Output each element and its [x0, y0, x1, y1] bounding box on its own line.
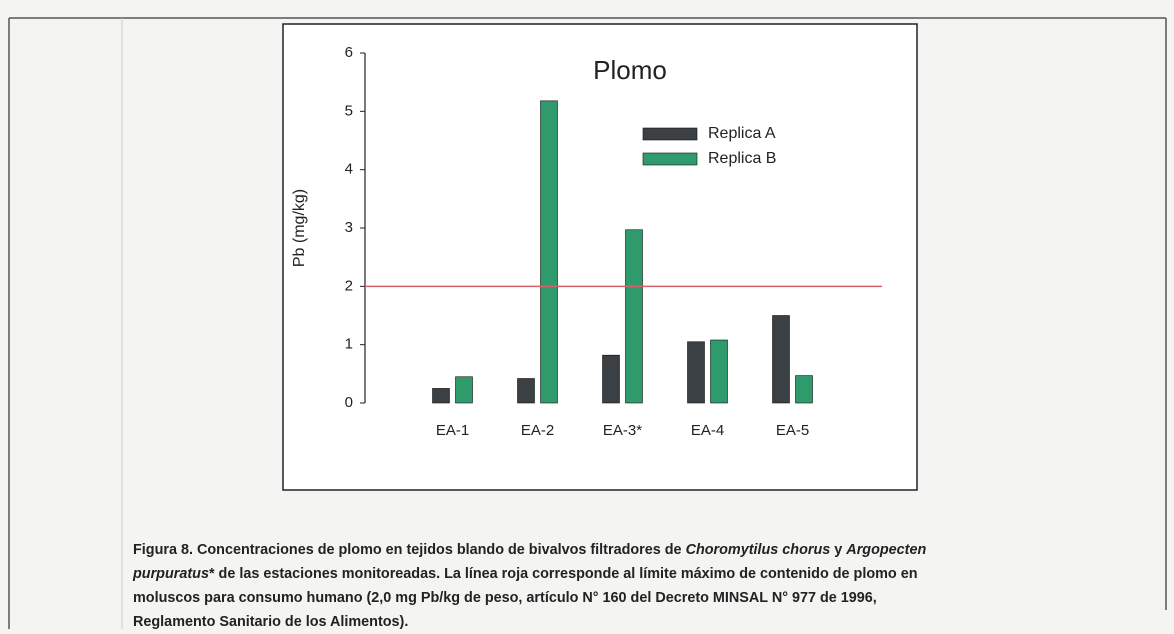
- x-tick-label: EA-1: [436, 422, 469, 439]
- legend-swatch: [642, 152, 698, 166]
- bar: [772, 315, 790, 404]
- y-tick-label: 2: [345, 277, 353, 294]
- bar: [687, 341, 705, 404]
- legend-label: Replica A: [708, 125, 776, 142]
- y-tick-label: 3: [345, 219, 353, 236]
- y-tick-label: 4: [345, 161, 353, 178]
- caption-run: Figura 8. Concentraciones de plomo en te…: [133, 542, 686, 558]
- x-tick-label: EA-3*: [603, 422, 642, 439]
- bar: [517, 378, 535, 404]
- caption: Figura 8. Concentraciones de plomo en te…: [133, 538, 933, 634]
- chart-title: Plomo: [593, 55, 667, 85]
- y-tick-label: 1: [345, 336, 353, 353]
- x-tick-label: EA-4: [691, 422, 724, 439]
- bar: [455, 376, 473, 404]
- y-tick-label: 6: [345, 44, 353, 61]
- y-tick-label: 5: [345, 102, 353, 119]
- caption-run: y: [830, 542, 847, 558]
- bar: [710, 339, 728, 404]
- bar: [625, 229, 643, 404]
- caption-run: Argopecten purpuratus: [133, 542, 927, 582]
- legend-label: Replica B: [708, 150, 776, 167]
- caption-run: Choromytilus chorus: [685, 542, 831, 558]
- caption-run: * de las estaciones monitoreadas. La lín…: [133, 566, 918, 630]
- y-tick-label: 0: [345, 394, 353, 411]
- x-tick-label: EA-5: [776, 422, 809, 439]
- bar: [795, 375, 813, 404]
- y-axis-label: Pb (mg/kg): [291, 189, 308, 267]
- bar: [602, 354, 620, 404]
- legend-swatch: [642, 127, 698, 141]
- x-tick-label: EA-2: [521, 422, 554, 439]
- bar: [540, 100, 558, 404]
- chart-frame: [282, 23, 918, 491]
- bar: [432, 388, 450, 404]
